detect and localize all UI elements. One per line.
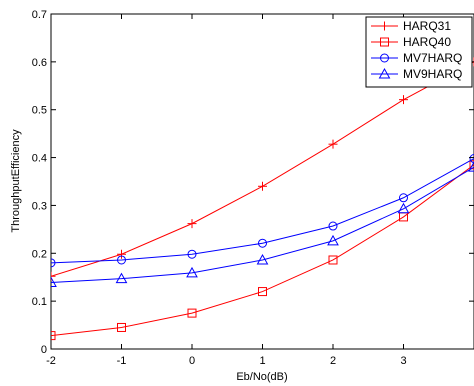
legend: HARQ31 HARQ40 MV7HARQ MV9HARQ — [365, 16, 473, 88]
data-point-harq31 — [258, 181, 267, 191]
legend-label: HARQ31 — [403, 19, 451, 33]
legend-marker — [380, 53, 389, 63]
y-tick-label: 0.6 — [32, 57, 47, 69]
data-point-mv7harq — [469, 154, 474, 164]
legend-marker — [378, 67, 391, 79]
data-point-harq31 — [117, 249, 126, 259]
y-tick-label: 0.1 — [32, 296, 47, 308]
x-axis-label: Eb/No(dB) — [236, 371, 287, 383]
data-point-mv7harq — [258, 238, 267, 248]
data-point-harq40 — [469, 160, 474, 170]
data-point-mv9harq — [397, 202, 410, 214]
data-point-harq31 — [51, 271, 56, 281]
data-point-mv7harq — [117, 255, 126, 265]
data-point-mv7harq — [187, 249, 197, 259]
x-tick-label: 3 — [400, 355, 406, 367]
y-tick-label: 0 — [41, 344, 47, 356]
x-tick-label: 1 — [259, 355, 265, 367]
series-line-mv7harq — [51, 158, 474, 264]
legend-label: MV7HARQ — [403, 51, 462, 65]
data-point-mv7harq — [399, 193, 408, 203]
data-point-mv9harq — [51, 276, 57, 287]
legend-label: MV9HARQ — [403, 67, 462, 81]
y-axis-label: ThroughputEfficiency — [10, 129, 22, 233]
legend-marker — [380, 37, 389, 47]
y-tick-label: 0.3 — [32, 200, 47, 212]
x-tick-label: 0 — [189, 355, 195, 367]
y-tick-label: 0.2 — [32, 248, 47, 260]
x-tick-label: -2 — [46, 355, 56, 367]
x-tick-label: 2 — [330, 355, 336, 367]
y-tick-label: 0.4 — [32, 153, 47, 165]
data-point-harq40 — [117, 322, 126, 332]
data-point-harq40 — [187, 308, 197, 318]
series-group — [51, 57, 474, 341]
data-point-harq40 — [51, 331, 56, 341]
y-tick-label: 0.5 — [32, 105, 47, 117]
data-point-harq31 — [328, 139, 338, 149]
data-point-mv9harq — [468, 161, 474, 172]
legend-box — [365, 16, 473, 88]
data-point-harq31 — [187, 219, 197, 229]
series-line-mv9harq — [51, 166, 474, 283]
data-point-mv7harq — [51, 258, 56, 268]
data-point-harq40 — [328, 255, 338, 265]
legend-label: HARQ40 — [403, 35, 451, 49]
data-point-mv9harq — [186, 266, 198, 278]
y-tick-label: 0.7 — [32, 9, 47, 21]
data-point-harq40 — [258, 287, 267, 297]
series-line-harq40 — [51, 164, 474, 337]
data-point-mv9harq — [115, 272, 128, 284]
legend-marker — [380, 21, 389, 31]
x-tick-label: -1 — [117, 355, 127, 367]
data-point-mv7harq — [328, 221, 338, 231]
data-point-mv9harq — [256, 253, 269, 265]
data-point-mv9harq — [327, 234, 339, 246]
data-point-harq31 — [399, 95, 408, 105]
y-axis: 0 0.1 0.2 0.3 0.4 0.5 0.6 0.7 — [32, 9, 474, 356]
x-axis: -2 -1 0 1 2 3 — [46, 14, 407, 367]
